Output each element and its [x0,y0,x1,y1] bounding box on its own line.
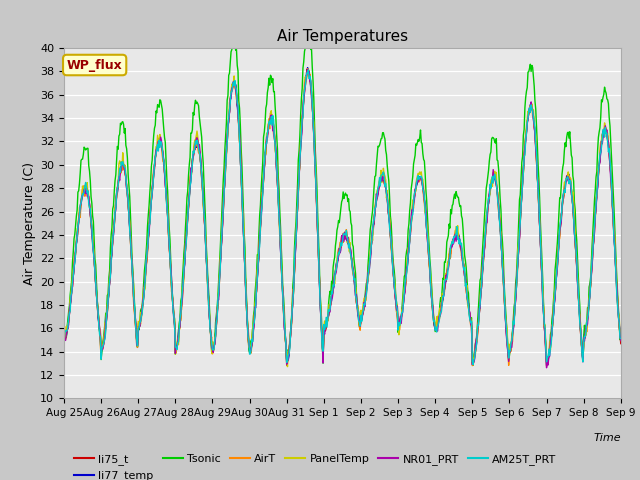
Y-axis label: Air Temperature (C): Air Temperature (C) [23,162,36,285]
Text: WP_flux: WP_flux [67,59,122,72]
Text: Time: Time [593,433,621,444]
Legend: li75_t, li77_temp, Tsonic, AirT, PanelTemp, NR01_PRT, AM25T_PRT: li75_t, li77_temp, Tsonic, AirT, PanelTe… [70,449,561,480]
Title: Air Temperatures: Air Temperatures [277,29,408,44]
